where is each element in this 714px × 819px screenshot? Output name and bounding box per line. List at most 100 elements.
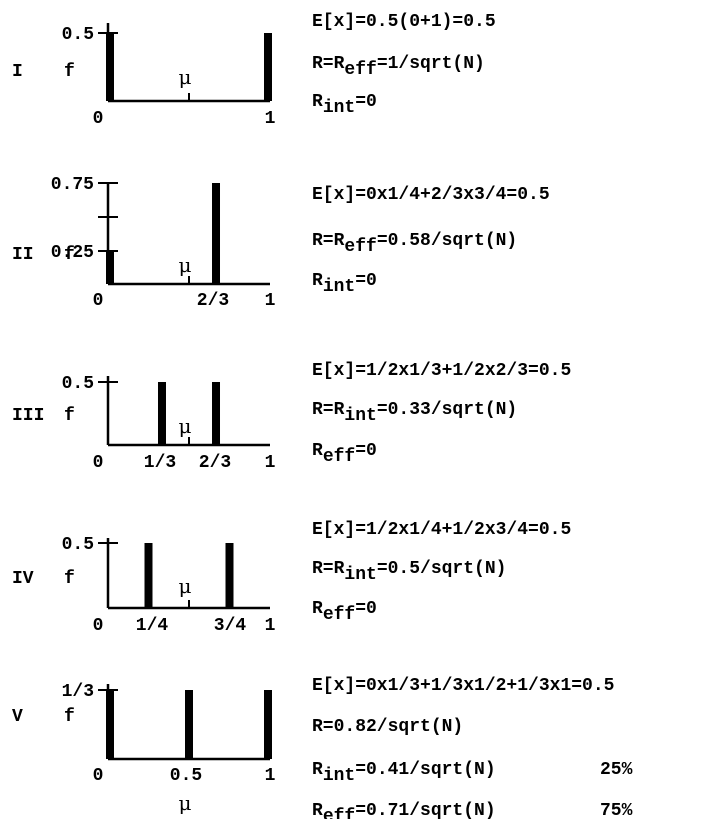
formula-text: E[x]=0x1/4+2/3x3/4=0.5 (312, 185, 550, 205)
y-tick-label: 0.5 (62, 535, 94, 555)
panel-roman-label: IV (12, 569, 34, 589)
x-tick-label: 0.5 (170, 766, 202, 786)
panel-ii: II f 0.75 0.25 μ 0 2/3 1 E[x]=0x1/4+2/3x3/4=0.5 R… (12, 175, 550, 311)
x-tick-label: 1 (265, 766, 276, 786)
formula-line: E[x]=0.5(0+1)=0.5 (312, 12, 496, 32)
formula-subscript: eff (323, 447, 355, 467)
formula-text: E[x]=1/2x1/3+1/2x2/3=0.5 (312, 361, 571, 381)
f-axis-label: f (64, 406, 75, 426)
formula-line: Rint=0 (312, 92, 377, 118)
formula-line: R=Reff=1/sqrt(N) (312, 54, 485, 80)
formula-text: =1/sqrt(N) (377, 54, 485, 74)
distribution-bar (144, 543, 153, 608)
formula-subscript: int (323, 98, 355, 118)
formula-line: R=Reff=0.58/sqrt(N) (312, 231, 517, 257)
formula-subscript: int (344, 406, 376, 426)
x-tick-label: 0 (93, 616, 104, 636)
x-tick-label: 3/4 (214, 616, 247, 636)
formula-text: R=R (312, 559, 345, 579)
x-tick-label: 1/3 (144, 453, 176, 473)
formula-subscript: int (323, 277, 355, 297)
formula-text: R=R (312, 54, 345, 74)
x-tick-label: 1 (265, 291, 276, 311)
formula-text: R (312, 760, 323, 780)
y-tick-label: 0.5 (62, 25, 94, 45)
formula-line: Rint=0 (312, 271, 377, 297)
distribution-bar (212, 382, 221, 445)
formula-block: E[x]=1/2x1/3+1/2x2/3=0.5 R=Rint=0.33/sqrt… (312, 361, 571, 467)
formula-text: =0 (355, 441, 377, 461)
formula-block: E[x]=0x1/3+1/3x1/2+1/3x1=0.5 R=0.82/sqrt(… (312, 676, 633, 819)
formula-subscript: eff (323, 807, 355, 819)
formula-line: R=Rint=0.5/sqrt(N) (312, 559, 506, 585)
x-tick-label: 0 (93, 109, 104, 129)
panel-roman-label: III (12, 406, 44, 426)
formula-block: E[x]=0.5(0+1)=0.5R=Reff=1/sqrt(N)Rint=0 (312, 12, 496, 118)
formula-block: E[x]=1/2x1/4+1/2x3/4=0.5 R=Rint=0.5/sqrt(… (312, 520, 571, 625)
x-tick-label: 2/3 (199, 453, 231, 473)
formula-line: E[x]=0x1/3+1/3x1/2+1/3x1=0.5 (312, 676, 614, 696)
formula-line: Rint=0.41/sqrt(N) (312, 760, 496, 786)
formula-line: E[x]=0x1/4+2/3x3/4=0.5 (312, 185, 550, 205)
distribution-bar (185, 690, 193, 759)
formula-line: Reff=0.71/sqrt(N) (312, 801, 496, 819)
panel-roman-label: II (12, 245, 34, 265)
x-tick-label: 1 (265, 109, 276, 129)
formula-line: Reff=0 (312, 599, 377, 625)
y-tick-label: 0.5 (62, 374, 94, 394)
x-tick-label: 0 (93, 766, 104, 786)
mu-label: μ (179, 253, 192, 277)
x-tick-label: 1 (265, 616, 276, 636)
mu-label: μ (179, 414, 192, 438)
mu-label: μ (179, 65, 192, 89)
formula-text: R=0.82/sqrt(N) (312, 717, 463, 737)
distribution-bar (106, 33, 114, 101)
x-tick-label: 2/3 (197, 291, 229, 311)
mu-label: μ (179, 574, 192, 598)
formula-block: E[x]=0x1/4+2/3x3/4=0.5 R=Reff=0.58/sqrt(N… (312, 185, 550, 297)
formula-line: E[x]=1/2x1/3+1/2x2/3=0.5 (312, 361, 571, 381)
formula-text: =0.33/sqrt(N) (377, 400, 517, 420)
formula-text: R (312, 271, 323, 291)
f-axis-label: f (64, 62, 75, 82)
percentage-label: 75% (600, 801, 633, 819)
formula-text: R=R (312, 400, 345, 420)
formula-text: E[x]=1/2x1/4+1/2x3/4=0.5 (312, 520, 571, 540)
x-tick-label: 0 (93, 291, 104, 311)
percentage-label: 25% (600, 760, 633, 780)
panel-iv: IV f 0.5 μ 0 1/4 3/4 1 E[x]=1/2x1/4+1/2x3/4=0.5 R… (12, 520, 571, 636)
distribution-bar (225, 543, 234, 608)
formula-subscript: eff (344, 237, 376, 257)
formula-line: E[x]=1/2x1/4+1/2x3/4=0.5 (312, 520, 571, 540)
distribution-bar (264, 690, 272, 759)
formula-text: R (312, 92, 323, 112)
formula-line: R=0.82/sqrt(N) (312, 717, 463, 737)
y-tick-label: 0.75 (51, 175, 94, 195)
formula-text: E[x]=0x1/3+1/3x1/2+1/3x1=0.5 (312, 676, 614, 696)
formula-text: =0 (355, 271, 377, 291)
formula-text: R (312, 441, 323, 461)
formula-line: Reff=0 (312, 441, 377, 467)
formula-text: R=R (312, 231, 345, 251)
distribution-bar (264, 33, 272, 101)
distribution-bar (212, 183, 221, 284)
distribution-bar (106, 250, 114, 284)
panel-roman-label: V (12, 707, 23, 727)
formula-text: =0.71/sqrt(N) (355, 801, 495, 819)
formula-text: R (312, 599, 323, 619)
formula-text: =0.41/sqrt(N) (355, 760, 495, 780)
panel-iii: III f 0.5 μ 0 1/3 2/3 1 E[x]=1/2x1/3+1/2x2/3=0.5… (12, 361, 571, 473)
formula-subscript: eff (323, 605, 355, 625)
mu-label: μ (179, 791, 192, 815)
formula-text: =0 (355, 599, 377, 619)
y-tick-label: 0.25 (51, 243, 94, 263)
formula-subscript: int (323, 766, 355, 786)
formula-subscript: eff (344, 60, 376, 80)
f-axis-label: f (64, 245, 75, 265)
formula-subscript: int (344, 565, 376, 585)
x-tick-label: 1 (265, 453, 276, 473)
